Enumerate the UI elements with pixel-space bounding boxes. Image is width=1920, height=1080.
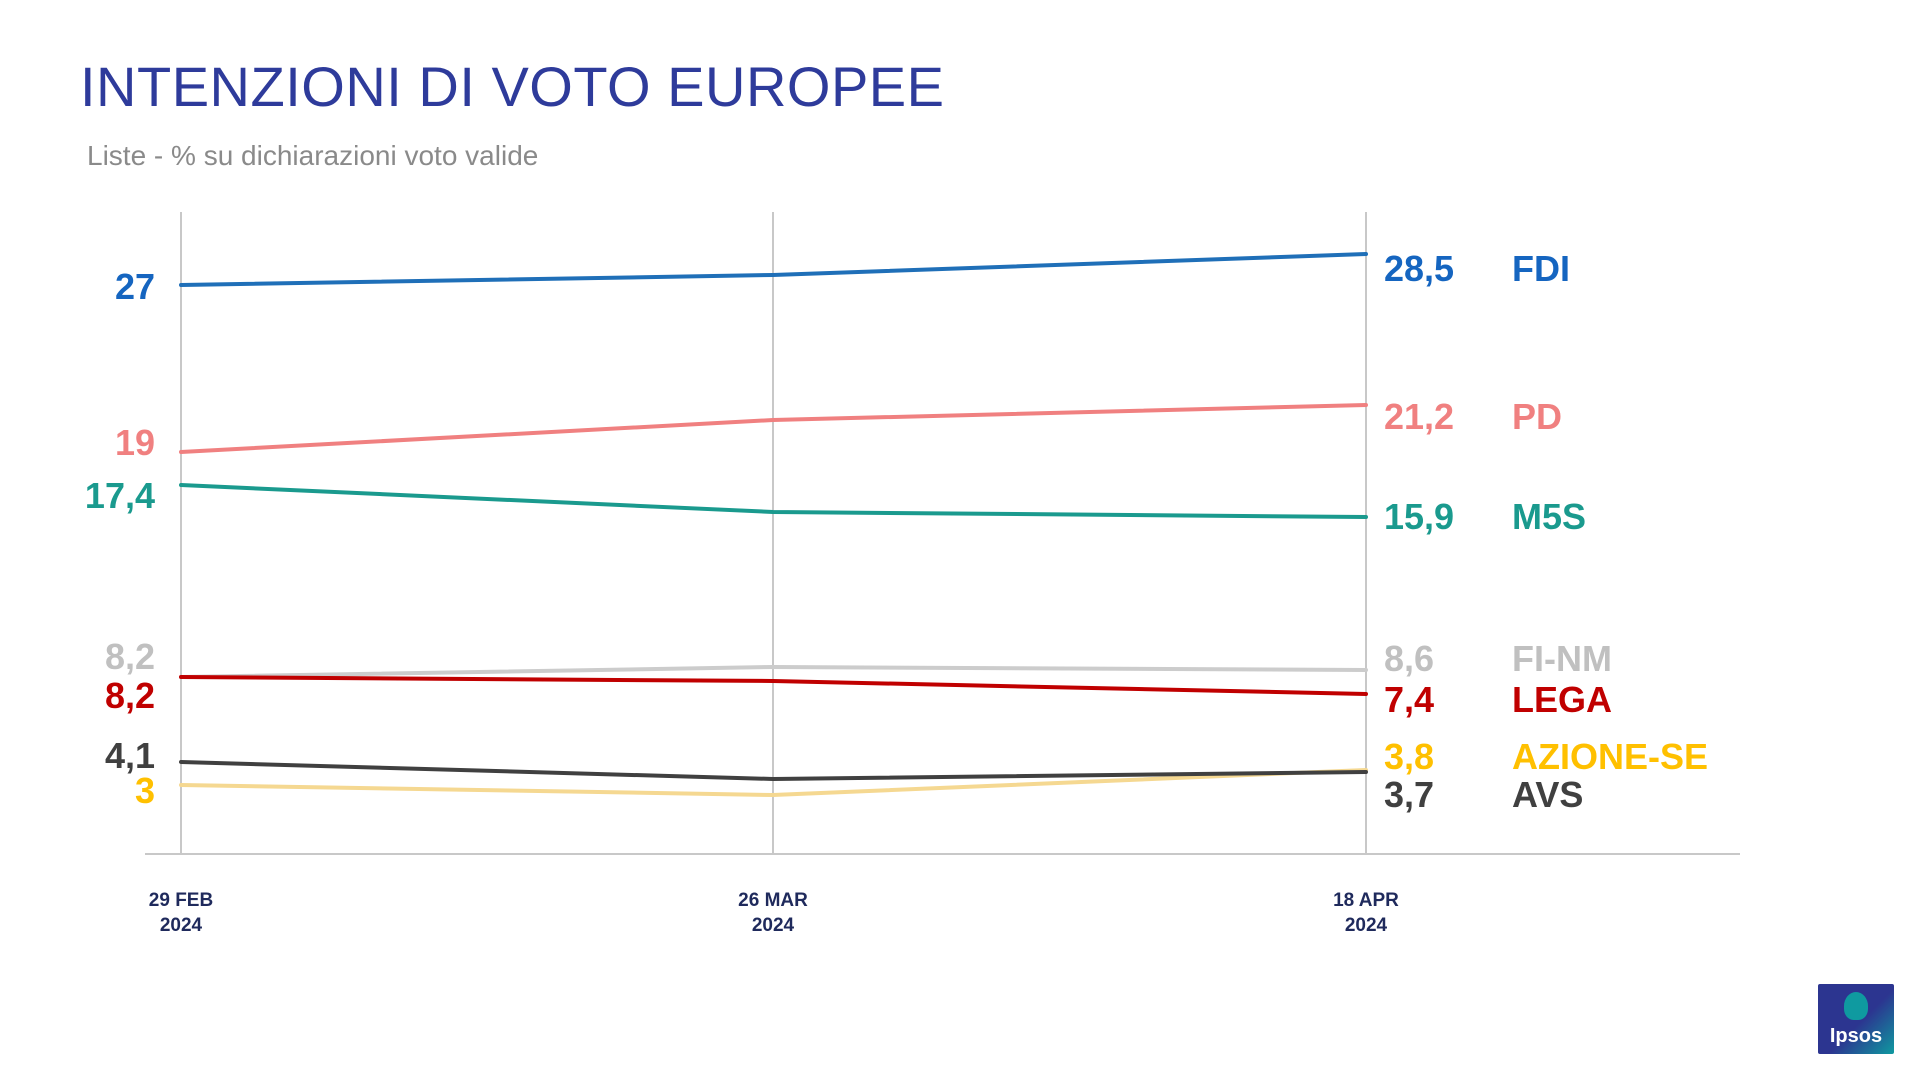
series-name-label-avs: AVS <box>1512 774 1583 815</box>
series-line-avs <box>179 760 1368 781</box>
end-value-label-m5s: 15,9 <box>1384 496 1454 537</box>
series-line-fi-nm <box>179 665 1368 679</box>
start-value-label-pd: 19 <box>115 422 155 463</box>
series-line-fdi <box>179 252 1368 287</box>
x-tick-label-2-line1: 18 APR <box>1333 890 1399 911</box>
series-name-label-azione-se: AZIONE-SE <box>1512 736 1708 777</box>
start-value-label-azione-se: 3 <box>135 770 155 811</box>
x-tick-label-1-line1: 26 MAR <box>738 890 808 911</box>
x-tick-label-1-line2: 2024 <box>752 915 795 936</box>
end-value-label-fi-nm: 8,6 <box>1384 638 1434 679</box>
series-name-label-lega: LEGA <box>1512 679 1612 720</box>
series-line-lega <box>179 675 1368 696</box>
series-name-label-fi-nm: FI-NM <box>1512 638 1612 679</box>
end-value-label-pd: 21,2 <box>1384 396 1454 437</box>
series-name-label-m5s: M5S <box>1512 496 1586 537</box>
end-value-label-lega: 7,4 <box>1384 679 1434 720</box>
series-line-azione-se <box>179 768 1368 797</box>
x-tick-label-2-line2: 2024 <box>1345 915 1388 936</box>
series-line-m5s <box>179 483 1368 519</box>
logo-head-icon <box>1844 992 1868 1020</box>
series-line-pd <box>179 403 1368 454</box>
x-tick-label-0-line1: 29 FEB <box>149 890 213 911</box>
x-tick-label-0-line2: 2024 <box>160 915 203 936</box>
start-value-label-fi-nm: 8,2 <box>105 636 155 677</box>
chart-subtitle: Liste - % su dichiarazioni voto valide <box>87 140 539 171</box>
ipsos-logo: Ipsos <box>1818 984 1894 1054</box>
end-value-label-avs: 3,7 <box>1384 774 1434 815</box>
start-value-label-avs: 4,1 <box>105 735 155 776</box>
logo-text: Ipsos <box>1829 1025 1883 1047</box>
start-value-label-lega: 8,2 <box>105 675 155 716</box>
end-value-label-azione-se: 3,8 <box>1384 736 1434 777</box>
end-value-label-fdi: 28,5 <box>1384 248 1454 289</box>
start-value-label-m5s: 17,4 <box>85 475 155 516</box>
series-name-label-pd: PD <box>1512 396 1562 437</box>
series-name-label-fdi: FDI <box>1512 248 1570 289</box>
chart-title: INTENZIONI DI VOTO EUROPEE <box>80 55 945 118</box>
start-value-label-fdi: 27 <box>115 266 155 307</box>
